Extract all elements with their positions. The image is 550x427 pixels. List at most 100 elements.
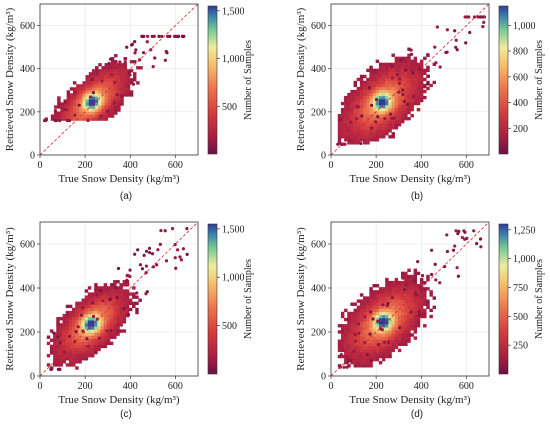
outlier-point xyxy=(426,53,430,57)
density-cell xyxy=(375,86,380,91)
density-cell xyxy=(91,72,96,76)
density-cell xyxy=(114,99,118,103)
outlier-point xyxy=(376,115,380,119)
density-cell xyxy=(366,339,370,343)
density-cell xyxy=(366,126,370,130)
density-cell xyxy=(419,83,424,88)
density-cell xyxy=(98,72,102,76)
density-cell xyxy=(100,295,104,299)
density-cell xyxy=(350,98,354,103)
density-cell xyxy=(397,110,402,115)
density-cell xyxy=(382,311,386,316)
density-cell xyxy=(132,292,136,296)
outlier-point xyxy=(354,117,359,121)
outlier-point xyxy=(370,103,374,107)
density-cell xyxy=(413,71,418,76)
outlier-point xyxy=(404,283,408,287)
density-cell xyxy=(426,287,430,291)
density-cell xyxy=(388,120,392,124)
density-cell xyxy=(123,57,127,61)
density-cell xyxy=(375,71,380,76)
density-cell xyxy=(416,86,421,91)
density-cell xyxy=(363,354,367,359)
density-cell xyxy=(369,361,373,365)
density-cell xyxy=(337,126,342,130)
outlier-point xyxy=(349,359,353,363)
density-cell xyxy=(375,330,380,334)
density-cell xyxy=(388,104,392,109)
x-axis-label: True Snow Density (kg/m³) xyxy=(58,394,179,406)
density-cell xyxy=(363,95,367,100)
density-cell xyxy=(88,81,93,85)
density-cell xyxy=(388,74,392,79)
density-cell xyxy=(88,75,93,79)
density-cell xyxy=(81,310,85,315)
outlier-point xyxy=(42,118,47,123)
density-cell xyxy=(87,326,92,330)
density-cell xyxy=(59,357,63,361)
outlier-point xyxy=(378,327,383,331)
outlier-point xyxy=(336,142,340,146)
density-cell xyxy=(369,83,373,88)
density-cell xyxy=(125,304,130,309)
density-cell xyxy=(391,53,395,57)
density-cell xyxy=(119,301,123,306)
density-cell xyxy=(356,348,361,353)
density-cell xyxy=(363,336,367,340)
density-cell xyxy=(378,336,383,340)
density-cell xyxy=(359,351,364,356)
density-cell xyxy=(394,311,399,316)
density-cell xyxy=(397,104,402,109)
density-cell xyxy=(65,350,70,355)
density-cell xyxy=(126,87,131,91)
density-cell xyxy=(400,299,405,303)
density-cell xyxy=(56,320,60,324)
density-cell xyxy=(353,348,358,353)
density-cell xyxy=(404,342,408,346)
density-cell xyxy=(394,339,399,343)
density-cell xyxy=(359,321,364,325)
density-cell xyxy=(88,108,93,112)
density-cell xyxy=(375,308,380,313)
outlier-point xyxy=(472,15,477,19)
density-cell xyxy=(366,321,370,325)
density-cell xyxy=(107,102,112,106)
density-cell xyxy=(391,68,395,73)
density-cell xyxy=(385,317,389,322)
density-cell xyxy=(113,320,117,324)
density-cell xyxy=(372,293,376,297)
density-cell xyxy=(356,314,361,319)
density-cell xyxy=(94,332,98,336)
x-tick-label: 200 xyxy=(369,160,384,171)
density-cell xyxy=(423,280,427,285)
density-cell xyxy=(366,135,370,139)
density-cell xyxy=(350,117,354,121)
density-cell xyxy=(347,92,351,97)
density-cell xyxy=(353,364,358,368)
density-cell xyxy=(366,333,370,337)
density-cell xyxy=(78,341,82,346)
density-cell xyxy=(350,357,354,362)
density-cell xyxy=(81,338,85,342)
density-cell xyxy=(407,89,411,94)
density-cell xyxy=(65,304,70,309)
density-cell xyxy=(94,310,98,315)
density-cell xyxy=(72,81,77,85)
density-cell xyxy=(100,301,104,306)
density-cell xyxy=(88,90,93,94)
density-cell xyxy=(366,83,370,88)
density-cell xyxy=(419,98,424,103)
density-cell xyxy=(116,292,120,296)
outlier-point xyxy=(410,52,414,56)
density-cell xyxy=(49,329,54,333)
density-cell xyxy=(94,313,98,318)
density-cell xyxy=(350,351,354,356)
outlier-point xyxy=(465,236,469,240)
density-cell xyxy=(78,350,82,355)
colorbar-tick-label: 750 xyxy=(513,283,528,294)
density-cell xyxy=(391,104,395,109)
density-cell xyxy=(110,111,115,115)
density-cell xyxy=(350,101,354,106)
density-cell xyxy=(104,102,109,106)
density-cell xyxy=(356,339,361,343)
